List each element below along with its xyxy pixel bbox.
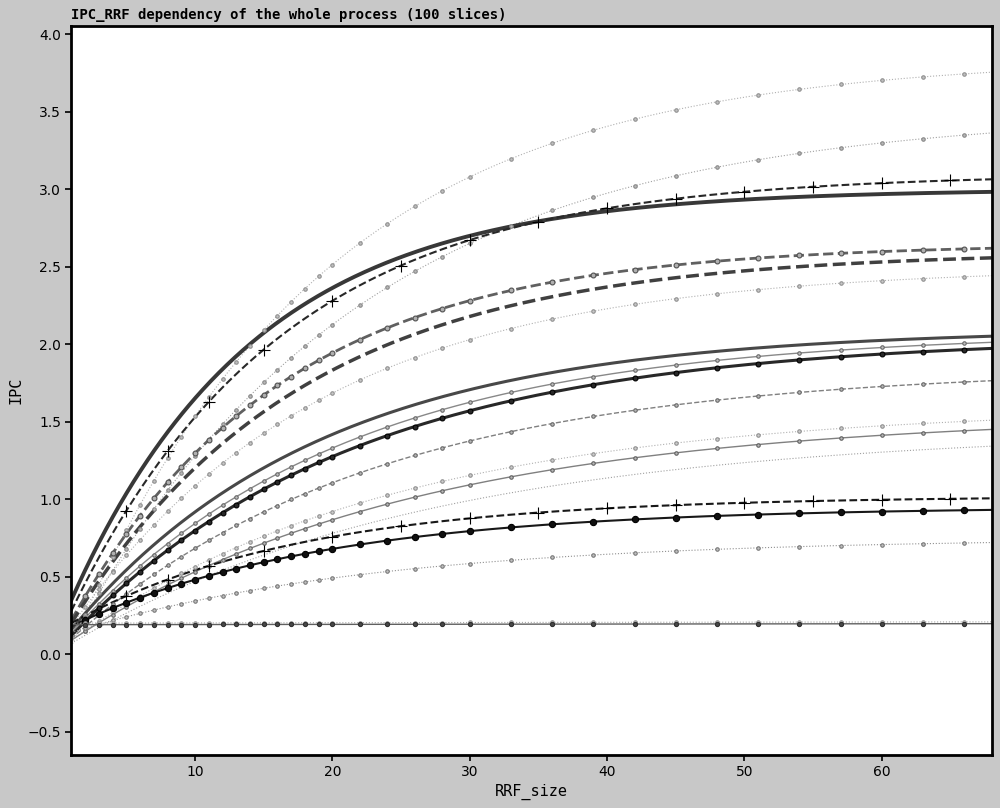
X-axis label: RRF_size: RRF_size xyxy=(495,784,568,800)
Text: IPC_RRF dependency of the whole process (100 slices): IPC_RRF dependency of the whole process … xyxy=(71,8,507,23)
Y-axis label: IPC: IPC xyxy=(8,377,23,404)
